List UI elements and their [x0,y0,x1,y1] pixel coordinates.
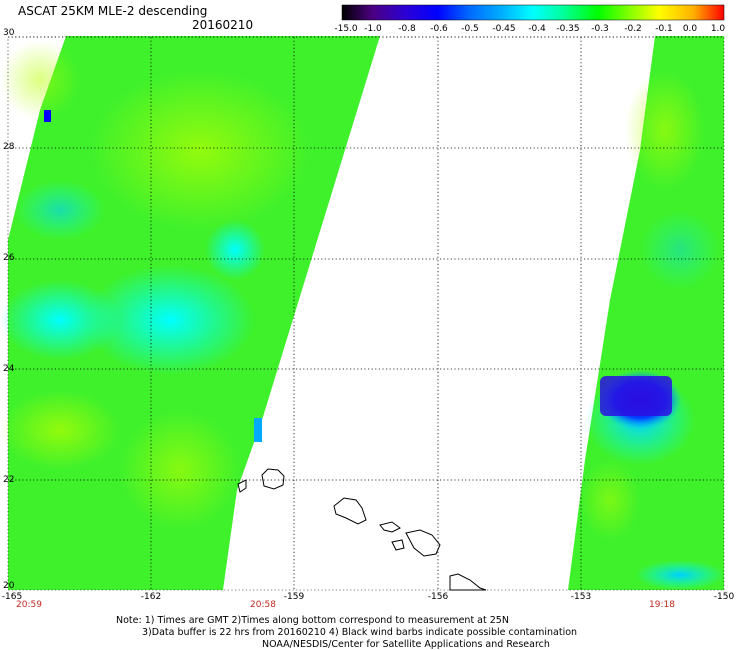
note-line-3: NOAA/NESDIS/Center for Satellite Applica… [262,639,550,650]
swath-west [0,36,380,590]
cbar-label: -0.5 [461,24,479,34]
colorbar [341,4,725,21]
x-tick-label: -153 [570,592,592,602]
y-tick-label: 28 [3,142,15,152]
note-line-2: 3)Data buffer is 22 hrs from 20160210 4)… [142,627,578,638]
cbar-label: -0.35 [556,24,580,34]
y-tick-label: 24 [3,364,15,374]
cbar-label: -0.4 [528,24,546,34]
x-tick-label: -162 [140,592,162,602]
swath-east [568,36,725,590]
note-line-1: Note: 1) Times are GMT 2)Times along bot… [116,615,509,626]
x-tick-label: -156 [427,592,449,602]
cbar-label: -1.0 [364,24,382,34]
cbar-label: -0.6 [430,24,448,34]
map-date: 20160210 [192,18,254,32]
cbar-label: -0.2 [624,24,642,34]
cbar-label: 0.0 [682,24,698,34]
x-tick-label: -165 [1,592,23,602]
x-tick-label: -150 [713,592,735,602]
cbar-label: -0.1 [655,24,673,34]
cbar-label: -15.0 [334,24,358,34]
map-frame [7,36,725,591]
map-title: ASCAT 25KM MLE-2 descending [18,4,208,18]
swath-time-label: 19:18 [649,600,675,610]
y-tick-label: 30 [3,28,15,38]
swath-time-label: 20:58 [250,600,276,610]
cbar-label: -0.45 [492,24,516,34]
y-tick-label: 20 [3,581,15,591]
cbar-label: 1.0 [710,24,726,34]
islands [237,468,487,591]
y-tick-label: 22 [3,475,15,485]
y-tick-label: 26 [3,253,15,263]
cbar-label: -0.3 [591,24,609,34]
x-tick-label: -159 [283,592,305,602]
cbar-label: -0.8 [398,24,416,34]
swath-time-label: 20:59 [16,600,42,610]
